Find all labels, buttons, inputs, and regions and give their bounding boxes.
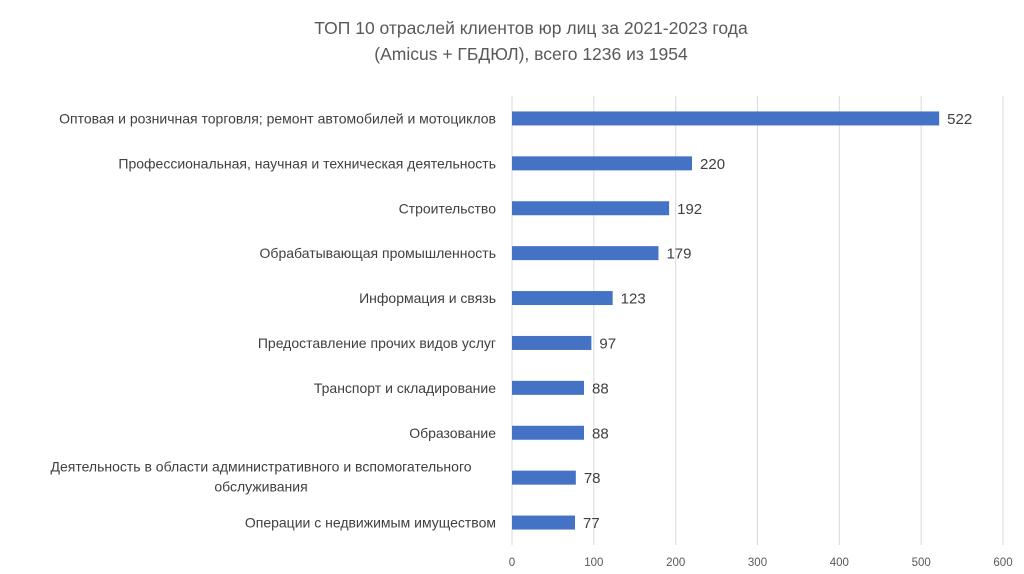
bar [512,201,670,216]
data-label: 179 [666,246,691,263]
bar [512,335,592,350]
gridlines [511,96,1004,545]
x-tick-label: 200 [666,557,685,569]
bar [512,470,576,485]
x-axis-ticks: 0 100 200 300 400 500 600 [509,557,1013,569]
x-tick-label: 100 [584,557,603,569]
x-tick-label: 0 [509,557,515,569]
bars [512,111,940,530]
chart-title: ТОП 10 отраслей клиентов юр лиц за 2021-… [314,18,748,64]
category-label: Строительство [399,200,497,216]
category-label: Деятельность в области административного… [50,459,471,495]
bar [512,291,613,306]
bar [512,246,659,261]
data-label: 88 [592,425,609,442]
data-label: 88 [592,380,609,397]
bar [512,425,585,440]
data-label: 192 [677,201,702,218]
category-label: Информация и связь [359,290,496,306]
x-tick-label: 300 [748,557,767,569]
category-label: Образование [409,425,496,441]
category-label: Оптовая и розничная торговля; ремонт авт… [59,110,496,126]
x-tick-label: 600 [993,557,1012,569]
bar [512,515,576,530]
x-tick-label: 500 [912,557,931,569]
data-label: 97 [599,335,616,352]
category-label: Операции с недвижимым имуществом [245,515,496,531]
category-labels: Оптовая и розничная торговля; ремонт авт… [50,110,496,530]
category-label: Обрабатывающая промышленность [260,245,496,261]
data-labels: 522 220 192 179 123 97 88 88 78 77 [583,111,972,532]
data-label: 522 [947,111,972,128]
data-label: 123 [621,291,646,308]
bar [512,156,693,171]
data-label: 220 [700,156,725,173]
bar [512,111,940,126]
category-label: Профессиональная, научная и техническая … [118,155,496,171]
bar [512,380,585,395]
chart-title-line-1: ТОП 10 отраслей клиентов юр лиц за 2021-… [314,18,748,38]
data-label: 78 [584,470,601,487]
x-tick-label: 400 [830,557,849,569]
data-label: 77 [583,515,600,532]
chart-title-line-2: (Amicus + ГБДЮЛ), всего 1236 из 1954 [374,44,688,64]
category-label: Транспорт и складирование [314,380,496,396]
category-label: Предоставление прочих видов услуг [258,335,496,351]
